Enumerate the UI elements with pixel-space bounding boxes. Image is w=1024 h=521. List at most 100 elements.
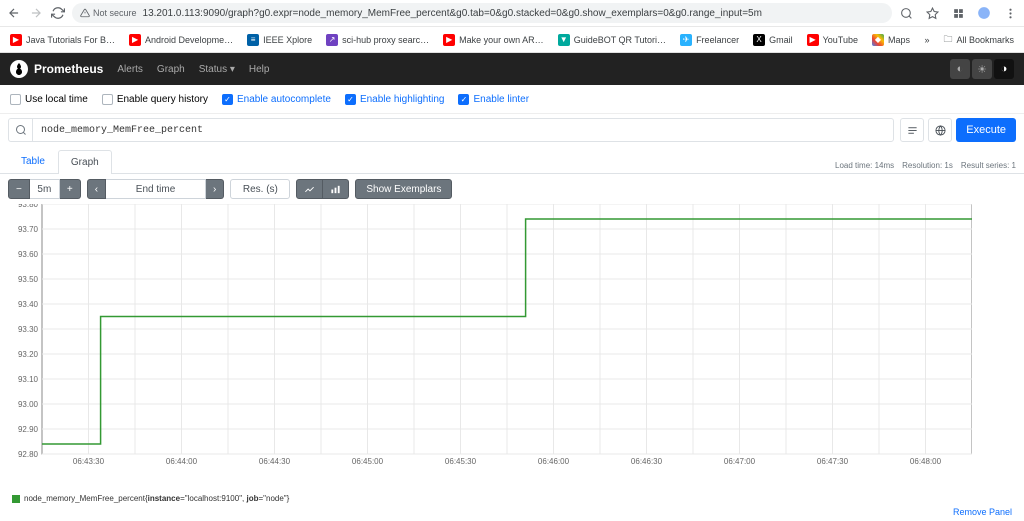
format-button[interactable] (900, 118, 924, 142)
svg-text:93.50: 93.50 (18, 275, 39, 284)
svg-text:93.60: 93.60 (18, 250, 39, 259)
resolution-input[interactable]: Res. (s) (230, 179, 290, 199)
all-bookmarks-button[interactable]: 🗀All Bookmarks (939, 30, 1018, 50)
svg-text:93.30: 93.30 (18, 325, 39, 334)
ieee-icon: ≡ (247, 34, 259, 46)
remove-panel-link[interactable]: Remove Panel (0, 503, 1024, 521)
svg-text:06:45:30: 06:45:30 (445, 457, 477, 466)
security-badge: Not secure (80, 8, 137, 18)
svg-text:92.90: 92.90 (18, 425, 39, 434)
chrome-menu-icon[interactable] (1002, 5, 1018, 21)
youtube-icon: ▶ (807, 34, 819, 46)
bookmarks-bar: ▶Java Tutorials For B… ▶Android Developm… (0, 27, 1024, 53)
checkbox-icon (102, 94, 113, 105)
line-mode-button[interactable] (296, 179, 323, 199)
query-stats: Load time: 14ms Resolution: 1s Result se… (835, 161, 1016, 170)
show-exemplars-button[interactable]: Show Exemplars (355, 179, 452, 199)
guidebot-icon: ▼ (558, 34, 570, 46)
svg-text:06:47:30: 06:47:30 (817, 457, 849, 466)
x-icon: X (753, 34, 765, 46)
youtube-icon: ▶ (10, 34, 22, 46)
bookmarks-overflow-icon[interactable]: » (924, 35, 929, 45)
opt-local-time[interactable]: Use local time (10, 94, 88, 105)
bookmark-item[interactable]: ≡IEEE Xplore (243, 32, 316, 48)
reload-button[interactable] (50, 5, 66, 21)
folder-icon: 🗀 (943, 32, 952, 48)
globe-button[interactable] (928, 118, 952, 142)
bookmark-item[interactable]: XGmail (749, 32, 797, 48)
opt-query-history[interactable]: Enable query history (102, 94, 208, 105)
prometheus-flame-icon (10, 60, 28, 78)
opt-linter[interactable]: ✓Enable linter (458, 94, 529, 105)
result-tabs: Table Graph Load time: 14ms Resolution: … (0, 146, 1024, 174)
time-forward-button[interactable]: › (206, 179, 224, 199)
query-row: node_memory_MemFree_percent Execute (0, 114, 1024, 146)
legend[interactable]: node_memory_MemFree_percent{instance="lo… (12, 494, 1012, 503)
tab-table[interactable]: Table (8, 149, 58, 173)
opt-autocomplete[interactable]: ✓Enable autocomplete (222, 94, 331, 105)
expression-input[interactable]: node_memory_MemFree_percent (8, 118, 894, 142)
legend-color-icon (12, 495, 20, 503)
search-icon (9, 119, 33, 141)
bookmark-item[interactable]: ▶Android Developme… (125, 32, 237, 48)
prometheus-logo[interactable]: Prometheus (10, 60, 103, 78)
range-decrease-button[interactable]: − (8, 179, 30, 199)
svg-text:92.80: 92.80 (18, 450, 39, 459)
execute-button[interactable]: Execute (956, 118, 1016, 142)
svg-text:06:47:00: 06:47:00 (724, 457, 756, 466)
address-bar[interactable]: Not secure 13.201.0.113:9090/graph?g0.ex… (72, 3, 892, 23)
scihub-icon: ↗ (326, 34, 338, 46)
expression-text: node_memory_MemFree_percent (33, 125, 893, 136)
svg-text:93.80: 93.80 (18, 204, 39, 209)
svg-text:93.10: 93.10 (18, 375, 39, 384)
star-icon[interactable] (924, 5, 940, 21)
svg-text:93.40: 93.40 (18, 300, 39, 309)
profile-icon[interactable] (976, 5, 992, 21)
bookmark-item[interactable]: ▼GuideBOT QR Tutori… (554, 32, 670, 48)
theme-light-button[interactable]: ☀ (972, 59, 992, 79)
bookmark-item[interactable]: ◆Maps (868, 32, 914, 48)
back-button[interactable] (6, 5, 22, 21)
end-time-input[interactable]: End time (106, 179, 206, 199)
checkbox-icon: ✓ (222, 94, 233, 105)
chart-area: 92.80 92.90 93.00 93.10 93.20 93.30 93.40 93.50… (0, 204, 1024, 503)
nav-graph[interactable]: Graph (157, 64, 185, 75)
nav-help[interactable]: Help (249, 64, 270, 75)
range-value[interactable]: 5m (30, 179, 60, 199)
bookmark-item[interactable]: ▶Make your own AR… (439, 32, 548, 48)
bookmark-item[interactable]: ↗sci-hub proxy searc… (322, 32, 433, 48)
freelancer-icon: ✈ (680, 34, 692, 46)
checkbox-icon (10, 94, 21, 105)
checkbox-icon: ✓ (458, 94, 469, 105)
theme-auto-button[interactable]: ◐ (950, 59, 970, 79)
search-url-icon[interactable] (898, 5, 914, 21)
bookmark-item[interactable]: ▶Java Tutorials For B… (6, 32, 119, 48)
checkbox-icon: ✓ (345, 94, 356, 105)
bookmark-item[interactable]: ▶YouTube (803, 32, 862, 48)
svg-text:93.00: 93.00 (18, 400, 39, 409)
nav-status[interactable]: Status ▾ (199, 64, 235, 75)
line-chart: 92.80 92.90 93.00 93.10 93.20 93.30 93.40 93.50… (12, 204, 972, 479)
browser-toolbar: Not secure 13.201.0.113:9090/graph?g0.ex… (0, 0, 1024, 27)
svg-text:06:44:30: 06:44:30 (259, 457, 291, 466)
url-text: 13.201.0.113:9090/graph?g0.expr=node_mem… (143, 8, 884, 19)
range-increase-button[interactable]: + (60, 179, 81, 199)
svg-text:06:44:00: 06:44:00 (166, 457, 198, 466)
svg-text:93.70: 93.70 (18, 225, 39, 234)
time-back-button[interactable]: ‹ (87, 179, 106, 199)
extensions-icon[interactable] (950, 5, 966, 21)
brand-label: Prometheus (34, 62, 103, 76)
maps-icon: ◆ (872, 34, 884, 46)
youtube-icon: ▶ (443, 34, 455, 46)
theme-dark-button[interactable]: ◑ (994, 59, 1014, 79)
youtube-icon: ▶ (129, 34, 141, 46)
svg-text:93.20: 93.20 (18, 350, 39, 359)
svg-text:06:48:00: 06:48:00 (910, 457, 942, 466)
stacked-mode-button[interactable] (323, 179, 349, 199)
bookmark-item[interactable]: ✈Freelancer (676, 32, 743, 48)
nav-alerts[interactable]: Alerts (117, 64, 143, 75)
tab-graph[interactable]: Graph (58, 150, 112, 174)
forward-button[interactable] (28, 5, 44, 21)
svg-text:06:43:30: 06:43:30 (73, 457, 105, 466)
opt-highlighting[interactable]: ✓Enable highlighting (345, 94, 445, 105)
